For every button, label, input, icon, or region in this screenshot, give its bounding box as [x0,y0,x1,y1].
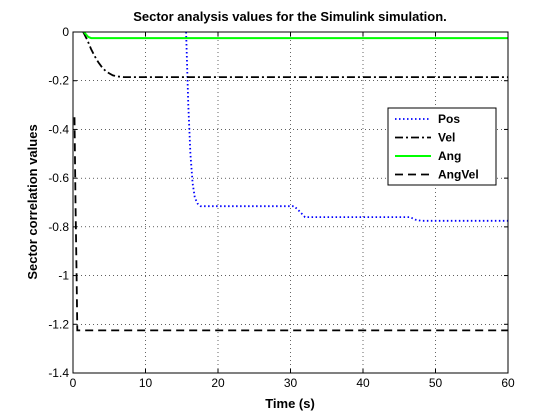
y-tick-label: -0.6 [48,171,69,185]
y-tick-label: -1 [58,269,69,283]
y-tick-label: 0 [62,25,69,39]
chart-title: Sector analysis values for the Simulink … [133,9,447,24]
x-tick-label: 10 [139,376,153,390]
x-tick-label: 50 [429,376,443,390]
y-tick-label: -0.4 [48,122,69,136]
x-tick-label: 20 [211,376,225,390]
legend: Pos Vel Ang AngVel [387,107,497,186]
x-tick-label: 0 [70,376,77,390]
series-line-angvel [73,117,508,332]
y-axis-label: Sector correlation values [25,124,40,279]
series-line-ang [83,32,508,40]
grid [73,32,508,373]
series-line-pos [185,32,508,222]
y-tick-label: -0.2 [48,74,69,88]
x-tick-label: 40 [356,376,370,390]
legend-box [387,107,497,186]
y-tick-label: -1.4 [48,366,69,380]
series-layer [73,32,508,332]
series-line-vel [82,32,508,78]
axis-ticks: 0 10 20 30 40 50 60 0 -0.2 -0.4 -0.6 -0.8 -1 -1.2 -1.4 [48,25,515,390]
y-tick-label: -0.8 [48,220,69,234]
plot-area [73,32,508,373]
legend-label-pos: Pos [438,112,460,126]
legend-label-vel: Vel [438,131,455,145]
x-axis-label: Time (s) [265,396,315,411]
x-tick-label: 30 [284,376,298,390]
legend-label-ang: Ang [438,149,461,163]
y-tick-label: -1.2 [48,317,69,331]
legend-label-angvel: AngVel [438,168,479,182]
x-tick-label: 60 [501,376,515,390]
